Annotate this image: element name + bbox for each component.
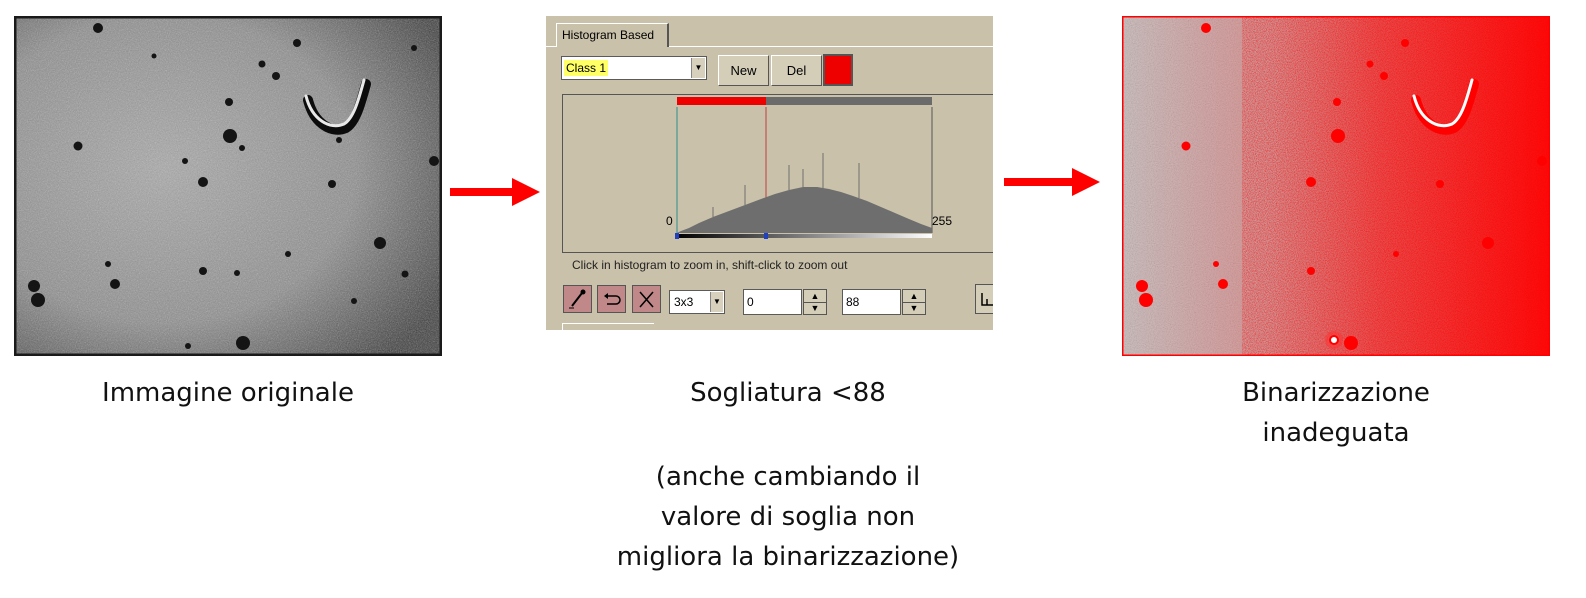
caption-note-line3: migliora la binarizzazione) bbox=[616, 542, 960, 572]
threshold-low-field[interactable]: 0 bbox=[743, 289, 802, 315]
eyedropper-icon bbox=[569, 289, 586, 309]
kernel-size-select[interactable]: 3x3 ▼ bbox=[669, 290, 725, 314]
chevron-down-icon[interactable]: ▼ bbox=[691, 58, 705, 78]
histogram-spikes bbox=[712, 153, 860, 217]
bottom-group-box bbox=[562, 323, 654, 330]
clear-button[interactable] bbox=[632, 285, 661, 313]
caption-original-text: Immagine originale bbox=[102, 378, 354, 408]
class-color-swatch[interactable] bbox=[823, 54, 853, 86]
caption-result: Binarizzazione inadeguata bbox=[1136, 373, 1536, 453]
arrow-right-icon bbox=[450, 178, 540, 206]
binarized-image-render bbox=[1122, 16, 1550, 356]
original-image-render bbox=[14, 16, 442, 356]
histogram-plot[interactable] bbox=[563, 95, 993, 254]
spin-down-icon[interactable]: ▼ bbox=[810, 303, 820, 313]
threshold-high-field[interactable]: 88 bbox=[842, 289, 901, 315]
tab-histogram-based[interactable]: Histogram Based bbox=[556, 23, 669, 47]
class-combo[interactable]: Class 1 ▼ bbox=[561, 56, 707, 80]
histogram-dialog: Histogram Based Class 1 ▼ New Del bbox=[546, 16, 993, 330]
delete-class-button[interactable]: Del bbox=[771, 55, 822, 86]
caption-result-line2: inadeguata bbox=[1262, 418, 1410, 448]
axis-max-label: 255 bbox=[932, 214, 953, 228]
selected-range-bar bbox=[677, 97, 766, 105]
spin-down-icon[interactable]: ▼ bbox=[909, 303, 919, 313]
caption-original: Immagine originale bbox=[28, 373, 428, 413]
kernel-size-value: 3x3 bbox=[674, 295, 694, 309]
caption-note-line2: valore di soglia non bbox=[660, 502, 916, 532]
class-combo-value: Class 1 bbox=[564, 60, 609, 76]
histogram-tool-icon bbox=[981, 293, 993, 306]
axis-min-label: 0 bbox=[666, 214, 673, 228]
threshold-low-value: 0 bbox=[747, 295, 754, 309]
caption-threshold: Sogliatura <88 bbox=[588, 373, 988, 413]
tab-strip-line bbox=[546, 46, 993, 47]
histogram-area[interactable] bbox=[562, 94, 993, 253]
binarized-image bbox=[1122, 16, 1550, 356]
histogram-distribution bbox=[677, 187, 932, 233]
caption-note: (anche cambiando il valore di soglia non… bbox=[588, 457, 988, 577]
new-class-button[interactable]: New bbox=[718, 55, 769, 86]
spin-up-icon[interactable]: ▲ bbox=[903, 290, 925, 303]
undo-button[interactable] bbox=[597, 285, 626, 313]
chevron-down-icon[interactable]: ▼ bbox=[710, 292, 723, 312]
caption-result-line1: Binarizzazione bbox=[1242, 378, 1430, 408]
spin-up-icon[interactable]: ▲ bbox=[804, 290, 826, 303]
caption-note-line1: (anche cambiando il bbox=[655, 462, 921, 492]
threshold-high-spinner[interactable]: ▲ ▼ bbox=[902, 289, 926, 315]
clear-icon bbox=[639, 291, 654, 308]
original-image bbox=[14, 16, 442, 356]
threshold-low-spinner[interactable]: ▲ ▼ bbox=[803, 289, 827, 315]
undo-icon bbox=[604, 293, 621, 305]
eyedropper-button[interactable] bbox=[563, 285, 592, 313]
histogram-tool-button[interactable] bbox=[975, 284, 993, 314]
caption-threshold-text: Sogliatura <88 bbox=[690, 378, 886, 408]
grayscale-ramp bbox=[677, 234, 932, 238]
upper-handle[interactable] bbox=[764, 233, 768, 239]
lower-handle[interactable] bbox=[675, 233, 679, 239]
unselected-range-bar bbox=[766, 97, 932, 105]
threshold-high-value: 88 bbox=[846, 295, 860, 309]
arrow-right-icon bbox=[1004, 168, 1100, 196]
histogram-hint: Click in histogram to zoom in, shift-cli… bbox=[572, 258, 848, 272]
